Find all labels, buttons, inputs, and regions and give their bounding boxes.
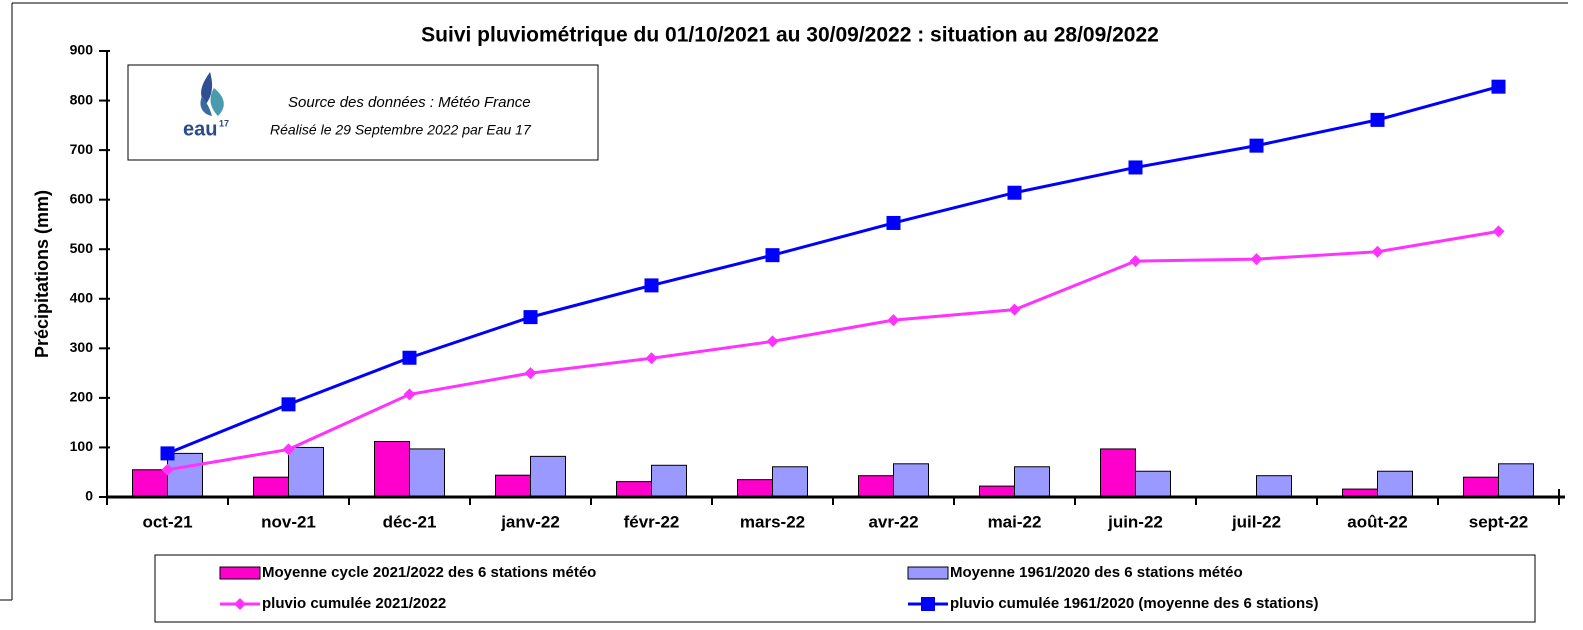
bar	[651, 464, 687, 498]
bar	[530, 455, 566, 498]
marker	[886, 215, 901, 230]
annotation: Source des données : Météo France	[288, 94, 531, 111]
x-tick-label: juil-22	[1231, 512, 1281, 531]
x-tick-label: mai-22	[988, 512, 1042, 531]
logo-superscript: 17	[219, 118, 229, 128]
bar	[772, 466, 808, 498]
marker	[1007, 185, 1022, 200]
legend-label: pluvio cumulée 1961/2020 (moyenne des 6 …	[950, 595, 1318, 612]
marker	[282, 443, 295, 456]
marker	[161, 463, 174, 476]
bar	[374, 440, 410, 498]
y-tick-label: 700	[70, 141, 94, 157]
chart-title: Suivi pluviométrique du 01/10/2021 au 30…	[421, 24, 1159, 47]
legend-swatch	[219, 566, 261, 580]
x-tick-label: févr-22	[624, 512, 680, 531]
legend-marker	[234, 598, 246, 610]
bar	[1377, 470, 1413, 498]
x-tick-label: oct-21	[142, 512, 192, 531]
marker	[645, 352, 658, 365]
legend-marker	[921, 597, 935, 611]
y-tick-label: 400	[70, 289, 94, 305]
logo-drop	[201, 72, 213, 104]
bar	[1135, 470, 1171, 498]
marker	[1250, 253, 1263, 266]
x-tick-label: nov-21	[261, 512, 316, 531]
bar	[409, 448, 445, 498]
bar	[858, 475, 894, 498]
marker	[1370, 112, 1385, 127]
legend-swatch	[907, 566, 949, 580]
info-box	[127, 64, 599, 161]
x-tick-label: mars-22	[740, 512, 805, 531]
bar	[167, 452, 203, 498]
x-tick-label: août-22	[1347, 512, 1407, 531]
bar	[1014, 466, 1050, 498]
marker	[402, 350, 417, 365]
y-tick-label: 200	[70, 389, 94, 405]
legend-label: pluvio cumulée 2021/2022	[262, 595, 446, 612]
marker	[1491, 79, 1506, 94]
logo-text: eau	[183, 118, 217, 140]
y-tick-label: 600	[70, 190, 94, 206]
bar	[893, 463, 929, 498]
bar	[495, 474, 531, 498]
marker	[1128, 160, 1143, 175]
y-tick-label: 0	[85, 488, 93, 504]
y-tick-label: 900	[70, 42, 94, 58]
bar	[253, 476, 289, 498]
line	[167, 229, 1499, 472]
marker	[1249, 138, 1264, 153]
marker	[765, 248, 780, 263]
marker	[766, 335, 779, 348]
x-tick-label: sept-22	[1469, 512, 1529, 531]
line	[166, 85, 1499, 455]
x-tick-label: avr-22	[868, 512, 918, 531]
marker	[160, 446, 175, 461]
marker	[1008, 303, 1021, 316]
bar	[1463, 476, 1499, 498]
marker	[887, 314, 900, 327]
marker	[644, 278, 659, 293]
legend-label: Moyenne 1961/2020 des 6 stations météo	[950, 564, 1243, 581]
bar	[1256, 475, 1292, 498]
bar	[737, 479, 773, 498]
bar	[288, 446, 324, 498]
y-tick-label: 800	[70, 91, 94, 107]
y-tick-label: 500	[70, 240, 94, 256]
marker	[1129, 255, 1142, 268]
bar	[979, 485, 1015, 498]
marker	[524, 367, 537, 380]
legend-label: Moyenne cycle 2021/2022 des 6 stations m…	[262, 564, 596, 581]
annotation: Réalisé le 29 Septembre 2022 par Eau 17	[270, 122, 532, 138]
marker	[523, 310, 538, 325]
y-tick-label: 300	[70, 339, 94, 355]
x-tick-label: janv-22	[500, 512, 560, 531]
logo-drop	[200, 96, 212, 116]
bar	[616, 481, 652, 498]
y-axis-label: Précipitations (mm)	[32, 190, 52, 358]
marker	[403, 388, 416, 401]
y-tick-label: 100	[70, 438, 94, 454]
marker	[1492, 225, 1505, 238]
legend-box	[154, 554, 1536, 623]
x-tick-label: juin-22	[1107, 512, 1163, 531]
bar	[1100, 448, 1136, 498]
bar	[132, 469, 168, 498]
logo-drop	[210, 88, 224, 116]
marker	[1371, 245, 1384, 258]
bar	[1498, 463, 1534, 498]
marker	[281, 397, 296, 412]
x-tick-label: déc-21	[383, 512, 437, 531]
